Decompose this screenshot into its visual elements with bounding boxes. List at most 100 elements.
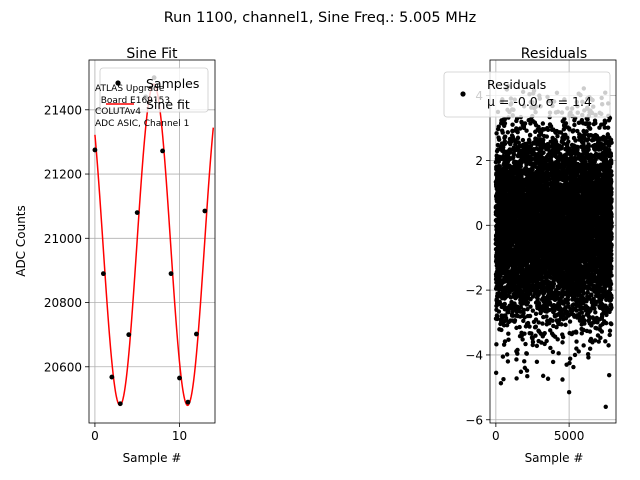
residual-point [505, 359, 511, 364]
sine-fit-ytick-label: 21200 [44, 168, 82, 182]
residual-point [533, 324, 539, 329]
residuals-points-layer [493, 83, 614, 409]
residual-point [545, 376, 551, 381]
residual-point [497, 164, 503, 169]
residual-point [515, 135, 521, 140]
residual-point [527, 133, 533, 138]
residual-point [511, 152, 516, 157]
sample-point [126, 332, 132, 338]
sample-point [100, 271, 106, 277]
sine-fit-legend: Samples Sine fit [99, 67, 209, 113]
residual-point [495, 316, 500, 322]
residual-point [523, 341, 528, 347]
residual-point [563, 121, 569, 126]
annotation-line-2: Board E169153 [95, 96, 170, 106]
residual-point [499, 327, 504, 333]
residual-point [502, 117, 507, 122]
residual-point [533, 311, 539, 317]
residual-point [551, 281, 557, 286]
residual-point [530, 308, 536, 313]
residual-point [527, 140, 532, 145]
sine-fit-curve [94, 83, 215, 407]
sine-fit-curve-layer [94, 83, 215, 407]
residual-point [510, 309, 516, 314]
residual-point [517, 324, 522, 330]
sample-point [193, 331, 199, 337]
residual-point [528, 304, 533, 309]
residual-point [540, 121, 546, 126]
sample-point [160, 148, 165, 154]
residual-point [528, 143, 534, 148]
residual-point [544, 338, 549, 344]
residual-point [534, 359, 540, 365]
residual-point [527, 313, 533, 319]
residual-point [533, 333, 538, 338]
residual-point [562, 116, 567, 122]
residual-point [496, 124, 501, 129]
residual-point [508, 147, 513, 153]
residual-point [540, 321, 545, 326]
residual-point [560, 377, 565, 382]
residual-point [541, 137, 546, 143]
residual-point [500, 354, 506, 359]
residual-point [512, 318, 518, 323]
residual-point [494, 131, 499, 136]
sine-fit-xtick-label: 10 [172, 429, 187, 443]
residual-point [502, 339, 508, 344]
residual-point [548, 328, 553, 333]
residual-point [521, 318, 526, 324]
residual-point [515, 347, 520, 353]
residual-point [496, 309, 502, 314]
residual-point [501, 323, 507, 328]
residual-point [544, 134, 550, 139]
sample-point [177, 375, 182, 381]
residual-point [527, 324, 532, 329]
residual-point [500, 130, 505, 135]
residual-point [502, 121, 508, 126]
sine-fit-xlabel: Sample # [123, 451, 182, 465]
residual-point [498, 273, 503, 279]
sine-fit-ytick-label: 20600 [44, 360, 82, 374]
residual-point [506, 309, 511, 315]
residual-point [522, 331, 527, 336]
sine-fit-annotation: ATLAS Upgrade Board E169153 COLUTAv4 ADC… [95, 84, 189, 129]
residual-point [517, 126, 523, 131]
residual-point [520, 337, 525, 342]
residual-point [535, 280, 541, 286]
residuals-title: Residuals [521, 46, 587, 62]
residual-point [545, 127, 551, 132]
sample-point [134, 210, 140, 215]
legend-label-samples: Samples [146, 76, 199, 91]
sample-point [92, 147, 98, 153]
sine-fit-points-layer [92, 75, 208, 407]
residual-point [524, 368, 530, 373]
residual-point [536, 320, 541, 325]
residual-point [515, 129, 520, 135]
residual-point [530, 339, 536, 345]
residual-point [555, 133, 560, 139]
residual-point [502, 301, 507, 307]
residual-point [518, 164, 523, 169]
residual-point [505, 130, 511, 135]
residual-point [524, 351, 529, 356]
legend-marker-samples [115, 80, 121, 86]
sample-point [185, 399, 191, 405]
residual-point [495, 142, 501, 148]
residual-point [534, 343, 540, 349]
residual-point [563, 322, 568, 328]
figure-suptitle: Run 1100, channel1, Sine Freq.: 5.005 MH… [164, 10, 477, 26]
residual-point [559, 322, 564, 327]
residual-point [550, 349, 556, 355]
residual-point [506, 331, 511, 336]
residual-point [525, 320, 531, 326]
residual-point [541, 150, 546, 155]
residual-point [525, 307, 530, 312]
residual-point [544, 314, 549, 319]
residual-point [533, 180, 538, 185]
sine-fit-title: Sine Fit [126, 46, 178, 62]
sine-fit-xtick-label: 0 [91, 429, 99, 443]
residual-point [524, 128, 529, 133]
residual-point [502, 141, 508, 146]
sine-fit-ytick-label: 21000 [44, 232, 82, 246]
